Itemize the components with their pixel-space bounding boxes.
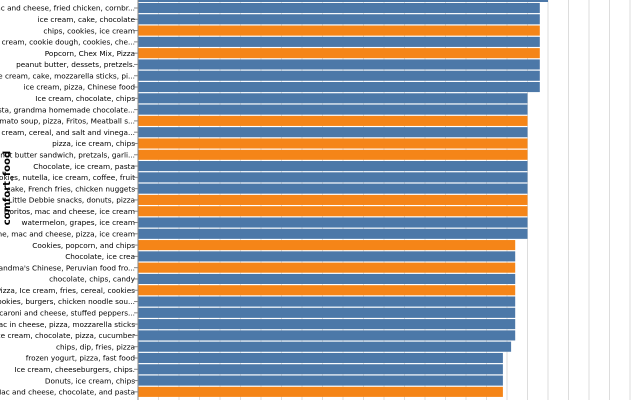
bar <box>138 341 512 352</box>
y-tick-label: Mac and cheese, fried chicken, cornbr... <box>0 4 135 13</box>
y-tick-label: peanut butter sandwich, pretzals, garli.… <box>0 150 135 159</box>
bar <box>138 240 516 251</box>
y-tick-label: Ice cream, cheeseburgers, chips. <box>14 365 135 374</box>
y-tick-label: Ice cream, chocolate, pizza, cucumber <box>0 331 135 340</box>
bar <box>138 386 503 397</box>
y-tick-label: Pizza, Ice cream, fries, cereal, cookies <box>0 286 135 295</box>
y-tick-label: Grandma's Chinese, Peruvian food fro... <box>0 263 135 272</box>
bar <box>138 251 516 262</box>
y-tick-label: Chocolate, ice crea <box>65 252 135 261</box>
bars <box>138 0 548 397</box>
bar <box>138 138 528 149</box>
y-tick-label: Little Debbie snacks, donuts, pizza <box>8 196 135 205</box>
bar <box>138 375 503 386</box>
bar <box>138 14 540 25</box>
bar <box>138 115 528 126</box>
y-tick-label: Doritos, mac and cheese, ice cream <box>4 207 135 216</box>
y-axis: Mac and cheese, fried chicken, cornbr...… <box>0 0 139 400</box>
bar <box>138 2 540 14</box>
bar <box>138 285 516 296</box>
y-tick-label: chips, cookies, ice cream <box>43 26 135 35</box>
y-tick-label: chocolate, chips, candy <box>49 275 136 284</box>
bar <box>138 217 528 228</box>
y-tick-label: ice cream, cake, chocolate <box>38 15 136 24</box>
y-tick-label: macaroni and cheese, stuffed peppers... <box>0 309 135 318</box>
y-tick-label: frozen yogurt, pizza, fast food <box>26 354 135 363</box>
bar <box>138 81 540 93</box>
bar <box>138 70 540 81</box>
y-tick-label: Cookies, popcorn, and chips <box>32 241 135 250</box>
y-tick-label: wine, mac and cheese, pizza, ice cream <box>0 230 135 239</box>
y-tick-label: Chocolate, ice cream, pasta <box>33 162 135 171</box>
bar <box>138 273 516 285</box>
bar <box>138 25 540 36</box>
y-tick-label: Ice cream, cake, mozzarella sticks, pi..… <box>0 71 135 80</box>
bar <box>138 296 516 307</box>
bar <box>138 104 528 115</box>
y-tick-label: peanut butter, dessets, pretzels. <box>16 60 135 69</box>
bar <box>138 0 548 2</box>
bar <box>138 352 503 364</box>
bar <box>138 127 528 138</box>
bar <box>138 172 528 183</box>
bar <box>138 307 516 318</box>
bar <box>138 364 503 375</box>
y-tick-label: Tomato soup, pizza, Fritos, Meatball s..… <box>0 117 135 126</box>
bar <box>138 48 540 59</box>
y-tick-label: pizza, ice cream, chips <box>52 139 135 148</box>
bar <box>138 93 528 104</box>
bar <box>138 36 540 47</box>
y-tick-label: chips, dip, fries, pizza <box>56 342 135 351</box>
bar <box>138 194 528 205</box>
bar <box>138 228 528 239</box>
y-tick-label: Mac and cheese, chocolate, and pasta <box>0 388 135 397</box>
y-tick-label: Pasta, grandma homemade chocolate... <box>0 105 135 114</box>
y-tick-label: watermelon, grapes, ice cream <box>22 218 135 227</box>
y-tick-label: cake, French fries, chicken nuggets <box>7 184 136 193</box>
bar <box>138 161 528 172</box>
y-tick-label: Ice cream, chocolate, chips <box>35 94 135 103</box>
bar <box>138 149 528 160</box>
bar <box>138 330 516 341</box>
y-tick-label: Cookies, burgers, chicken noodle sou... <box>0 297 135 306</box>
y-tick-label: Mac in cheese, pizza, mozzarella sticks <box>0 320 135 329</box>
y-tick-label: ice cream, cookie dough, cookies, che... <box>0 38 135 47</box>
bar <box>138 206 528 217</box>
y-tick-label: Donuts, ice cream, chips <box>45 376 135 385</box>
bar <box>138 262 516 273</box>
y-tick-label: Popcorn, Chex Mix, Pizza <box>45 49 135 58</box>
y-axis-title: comfort_food <box>2 151 13 225</box>
bar <box>138 59 540 70</box>
bar <box>138 319 516 330</box>
y-tick-label: ice cream, pizza, Chinese food <box>24 83 135 92</box>
y-tick-label: cookies, nutella, ice cream, coffee, fru… <box>0 173 135 182</box>
bar <box>138 183 528 194</box>
y-tick-label: ice cream, cereal, and salt and vinega..… <box>0 128 135 137</box>
